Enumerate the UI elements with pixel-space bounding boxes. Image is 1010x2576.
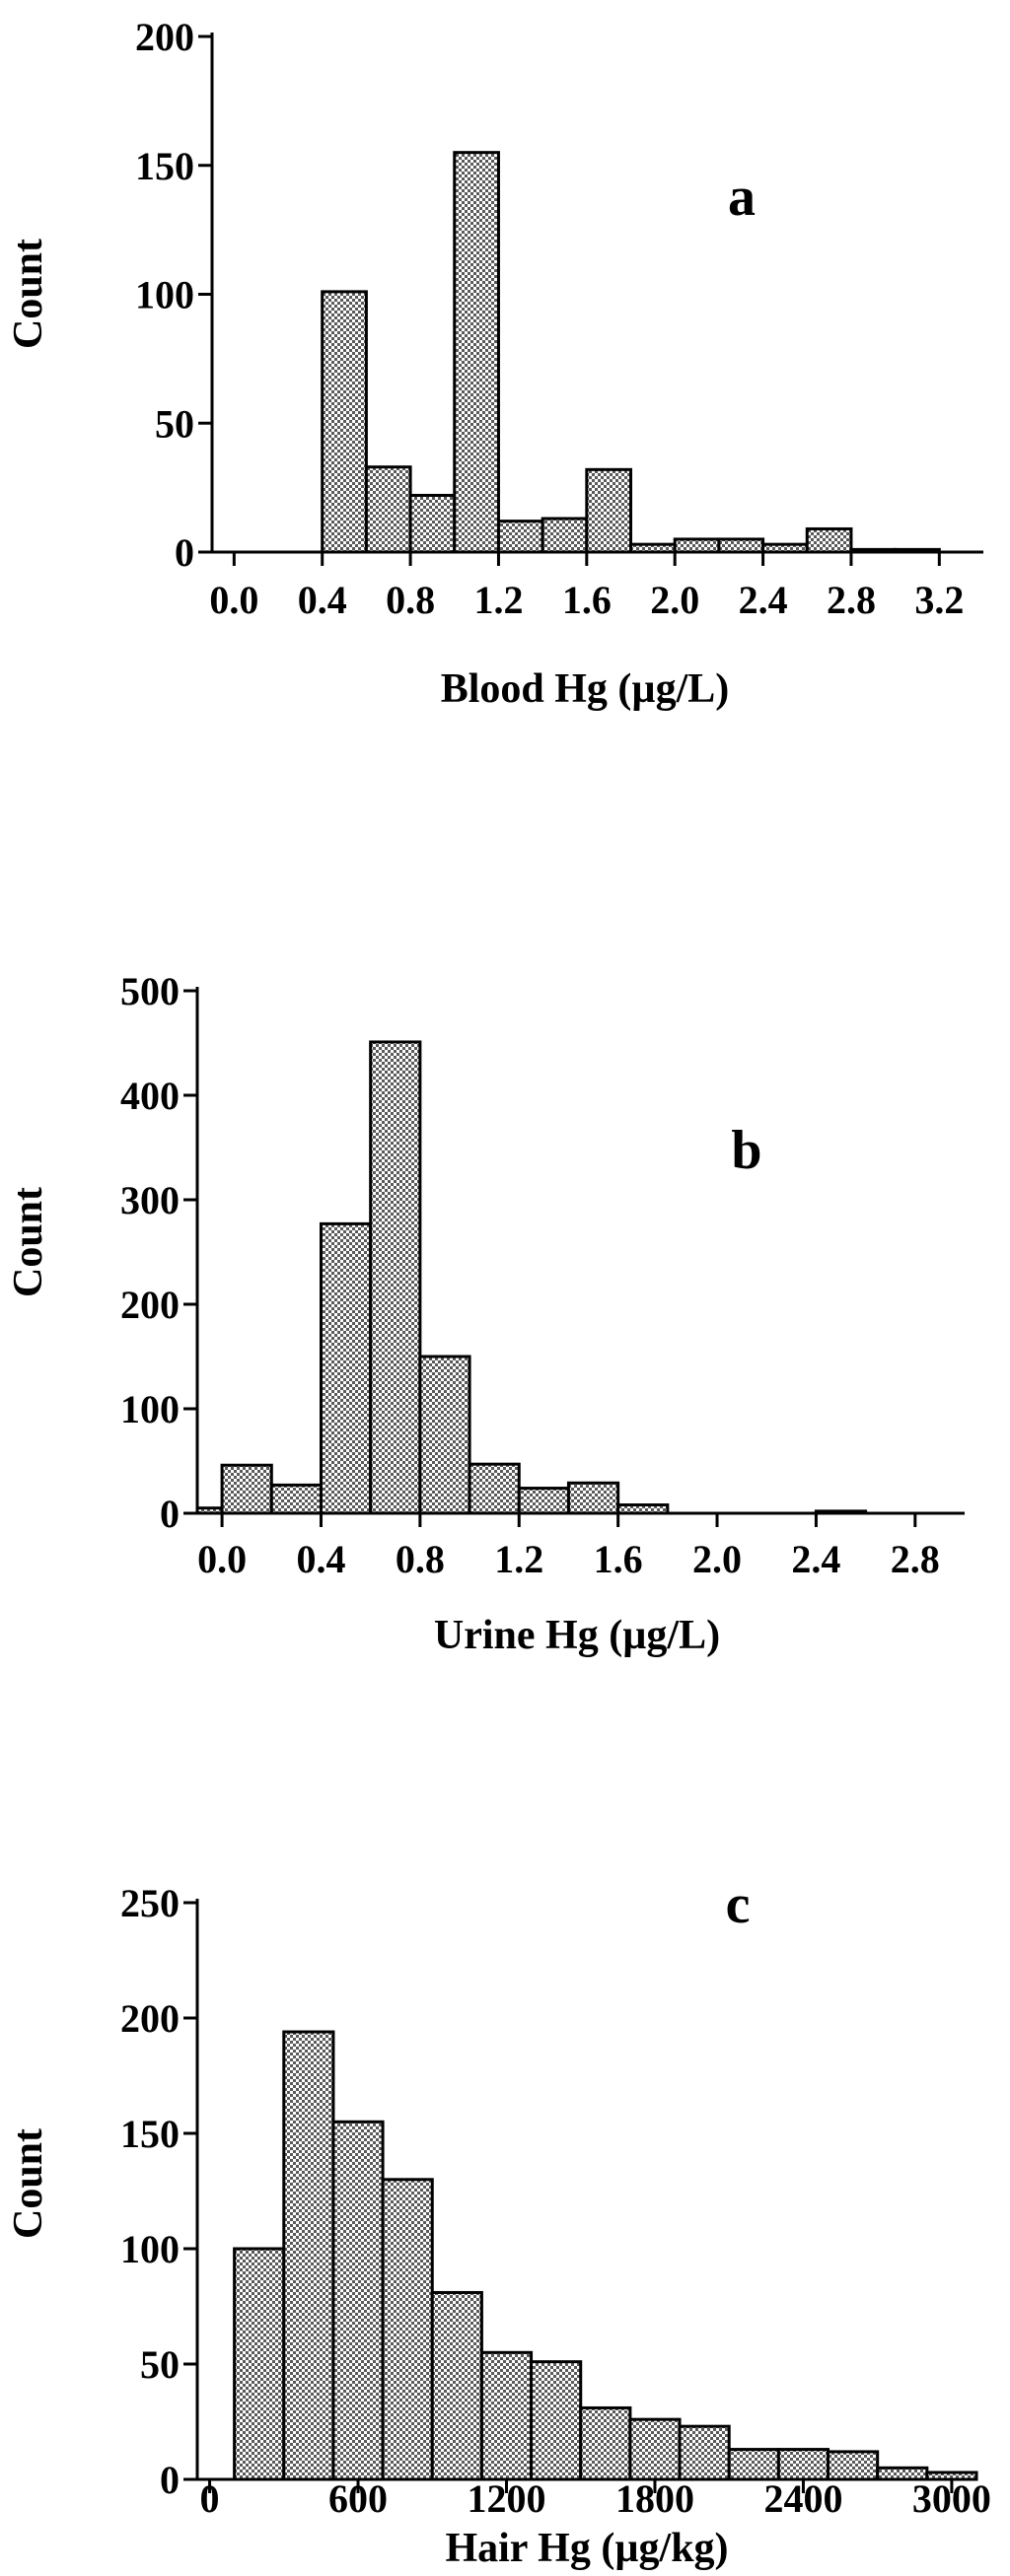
x-tick-label: 2.0	[650, 578, 699, 622]
x-tick-label: 0.4	[296, 1537, 345, 1581]
x-tick-label: 600	[328, 2476, 388, 2521]
y-tick-label: 200	[120, 1996, 180, 2041]
y-tick-label: 150	[135, 144, 194, 188]
panel-b-x-ticks: 0.0 0.4 0.8 1.2 1.6 2.0 2.4 2.8	[197, 1513, 940, 1581]
histogram-bar	[369, 1040, 422, 1515]
x-tick-label: 3000	[912, 2476, 991, 2521]
panel-a: 0 50 100 150 200 0.0 0.4 0.8 1.2 1.6 2.0 2.4 2.8 3.2…	[6, 15, 983, 712]
histogram-bar	[530, 2360, 583, 2481]
panel-a-y-axis-title: Count	[6, 239, 51, 349]
x-tick-label: 2.4	[739, 578, 788, 622]
x-tick-label: 2.8	[891, 1537, 940, 1581]
histogram-bar	[319, 1221, 373, 1515]
histogram-bar	[418, 1355, 471, 1515]
y-tick-label: 0	[175, 530, 194, 575]
y-tick-label: 200	[120, 1283, 180, 1327]
x-tick-label: 1.6	[562, 578, 612, 622]
x-tick-label: 0.8	[386, 578, 435, 622]
y-tick-label: 100	[120, 2227, 180, 2271]
histogram-bar	[321, 290, 368, 554]
histogram-bar	[468, 1462, 521, 1515]
histogram-bar	[805, 526, 853, 554]
panel-b-label: b	[731, 1120, 761, 1181]
panel-a-y-ticks: 0 50 100 150 200	[135, 15, 212, 575]
x-tick-label: 1200	[467, 2476, 545, 2521]
x-tick-label: 0.0	[209, 578, 258, 622]
histogram-bar	[331, 2120, 385, 2481]
panel-c-axes	[195, 1899, 976, 2481]
histogram-bar	[430, 2290, 483, 2481]
x-tick-label: 1800	[615, 2476, 694, 2521]
histogram-bar	[496, 520, 544, 554]
panel-a-bars	[321, 151, 941, 554]
x-tick-label: 2400	[763, 2476, 842, 2521]
histogram-bar	[408, 493, 457, 554]
y-tick-label: 50	[155, 401, 194, 446]
x-tick-label: 1.2	[473, 578, 523, 622]
histogram-bar	[364, 465, 412, 554]
x-tick-label: 1.2	[494, 1537, 543, 1581]
panel-a-x-ticks: 0.0 0.4 0.8 1.2 1.6 2.0 2.4 2.8 3.2	[209, 552, 964, 622]
panel-c-label: c	[726, 1874, 751, 1935]
panel-a-label: a	[728, 167, 756, 228]
x-tick-label: 0	[200, 2476, 220, 2521]
y-tick-label: 300	[120, 1178, 180, 1222]
panel-b: 0 100 200 300 400 500 0.0 0.4 0.8 1.2 1.6 2.0 2.4 2.…	[6, 969, 965, 1658]
y-tick-label: 250	[120, 1881, 180, 1925]
x-tick-label: 3.2	[914, 578, 964, 622]
y-tick-label: 200	[135, 15, 194, 59]
histogram-bar	[282, 2030, 335, 2481]
panel-b-axes	[195, 987, 965, 1515]
histogram-bar	[566, 1481, 620, 1515]
x-tick-label: 2.0	[692, 1537, 742, 1581]
histogram-bar	[585, 467, 633, 554]
x-tick-label: 0.8	[396, 1537, 445, 1581]
panel-c-y-axis-title: Count	[6, 2128, 51, 2239]
y-tick-label: 0	[160, 1492, 180, 1536]
y-tick-label: 500	[120, 969, 180, 1013]
panel-b-y-axis-title: Count	[6, 1187, 51, 1297]
y-tick-label: 100	[120, 1387, 180, 1431]
y-tick-label: 150	[120, 2112, 180, 2156]
panel-c-x-ticks: 0 600 1200 1800 2400 3000	[200, 2476, 991, 2521]
x-tick-label: 0.4	[298, 578, 347, 622]
histogram-bar	[678, 2424, 731, 2481]
histogram-bar	[628, 2417, 682, 2481]
y-tick-label: 0	[160, 2458, 180, 2502]
y-tick-label: 400	[120, 1074, 180, 1118]
histogram-bar	[220, 1463, 273, 1515]
panel-c-bars	[233, 2030, 978, 2481]
histogram-bar	[673, 537, 721, 554]
panel-c: 0 50 100 150 200 250 0 600 1200 1800 2400 3000 Cou…	[6, 1874, 991, 2571]
histogram-bar	[269, 1483, 323, 1515]
histogram-bar	[517, 1487, 570, 1515]
histogram-bar	[717, 537, 765, 554]
panel-b-bars	[195, 1040, 868, 1515]
histogram-bar	[541, 517, 589, 554]
panel-c-y-ticks: 0 50 100 150 200 250	[120, 1881, 197, 2502]
x-tick-label: 0.0	[197, 1537, 247, 1581]
histogram-bar	[381, 2178, 434, 2481]
histogram-bar	[479, 2350, 534, 2481]
panel-a-axes	[210, 33, 983, 554]
histogram-bar	[453, 151, 500, 554]
panel-c-x-axis-title: Hair Hg (µg/kg)	[445, 2526, 728, 2571]
panel-b-y-ticks: 0 100 200 300 400 500	[120, 969, 197, 1536]
x-tick-label: 2.8	[827, 578, 876, 622]
y-tick-label: 50	[140, 2342, 180, 2387]
histogram-bar	[827, 2450, 880, 2481]
x-tick-label: 2.4	[791, 1537, 840, 1581]
histogram-bar	[233, 2247, 286, 2481]
histogram-bar	[727, 2448, 780, 2481]
histogram-bar	[579, 2405, 632, 2481]
panel-a-x-axis-title: Blood Hg (µg/L)	[441, 666, 730, 712]
panel-b-x-axis-title: Urine Hg (µg/L)	[434, 1613, 720, 1658]
histogram-bar	[776, 2448, 830, 2481]
x-tick-label: 1.6	[594, 1537, 643, 1581]
y-tick-label: 100	[135, 273, 194, 317]
